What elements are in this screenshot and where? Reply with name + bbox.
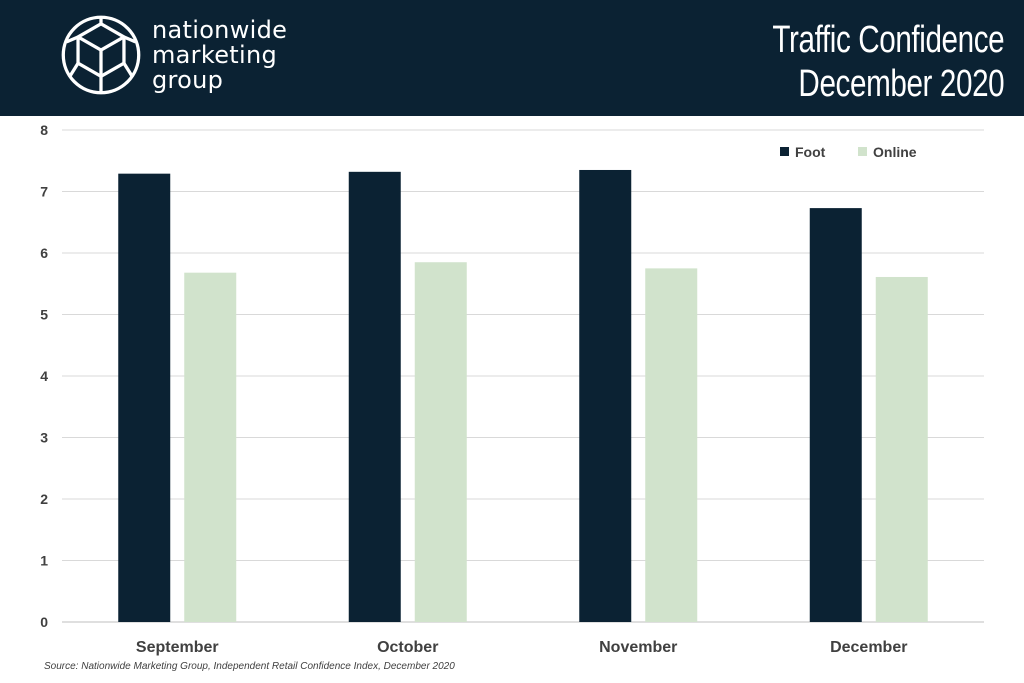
source-note: Source: Nationwide Marketing Group, Inde… [44,661,455,672]
y-tick-label: 2 [40,491,48,507]
y-tick-label: 1 [40,553,48,569]
bar-foot [348,171,401,622]
legend-swatch-foot [780,147,789,156]
bar-online [875,276,928,622]
brand-name: nationwide marketing group [152,18,287,93]
legend-swatch-online [858,147,867,156]
header-banner: nationwide marketing group Traffic Confi… [0,0,1024,116]
bar-foot [579,169,632,622]
title-line-1: Traffic Confidence [772,19,1004,61]
y-tick-label: 7 [40,184,48,200]
legend-label-foot: Foot [795,144,826,160]
x-tick-label: October [377,639,438,656]
brand-line-2: marketing [152,41,277,69]
x-tick-label: November [599,639,677,656]
bar-foot [809,208,862,622]
brand-line-1: nationwide [152,16,288,44]
y-tick-label: 3 [40,430,48,446]
y-tick-label: 8 [40,122,48,138]
geometric-sphere-logo-icon [61,15,141,95]
y-tick-label: 4 [40,368,48,384]
legend-label-online: Online [873,144,917,160]
brand-line-3: group [152,66,224,94]
x-tick-label: December [830,639,907,656]
bar-online [184,272,237,622]
y-tick-label: 6 [40,245,48,261]
bar-foot [118,173,171,622]
y-tick-label: 0 [40,614,48,630]
x-tick-label: September [136,639,219,656]
page-title: Traffic Confidence December 2020 [772,18,1004,106]
bar-online [414,262,467,622]
bar-online [645,268,698,622]
bar-chart: 0 1 2 3 4 5 6 7 8 September October November Decembe… [40,122,984,656]
title-line-2: December 2020 [798,63,1004,105]
y-tick-label: 5 [40,307,48,323]
